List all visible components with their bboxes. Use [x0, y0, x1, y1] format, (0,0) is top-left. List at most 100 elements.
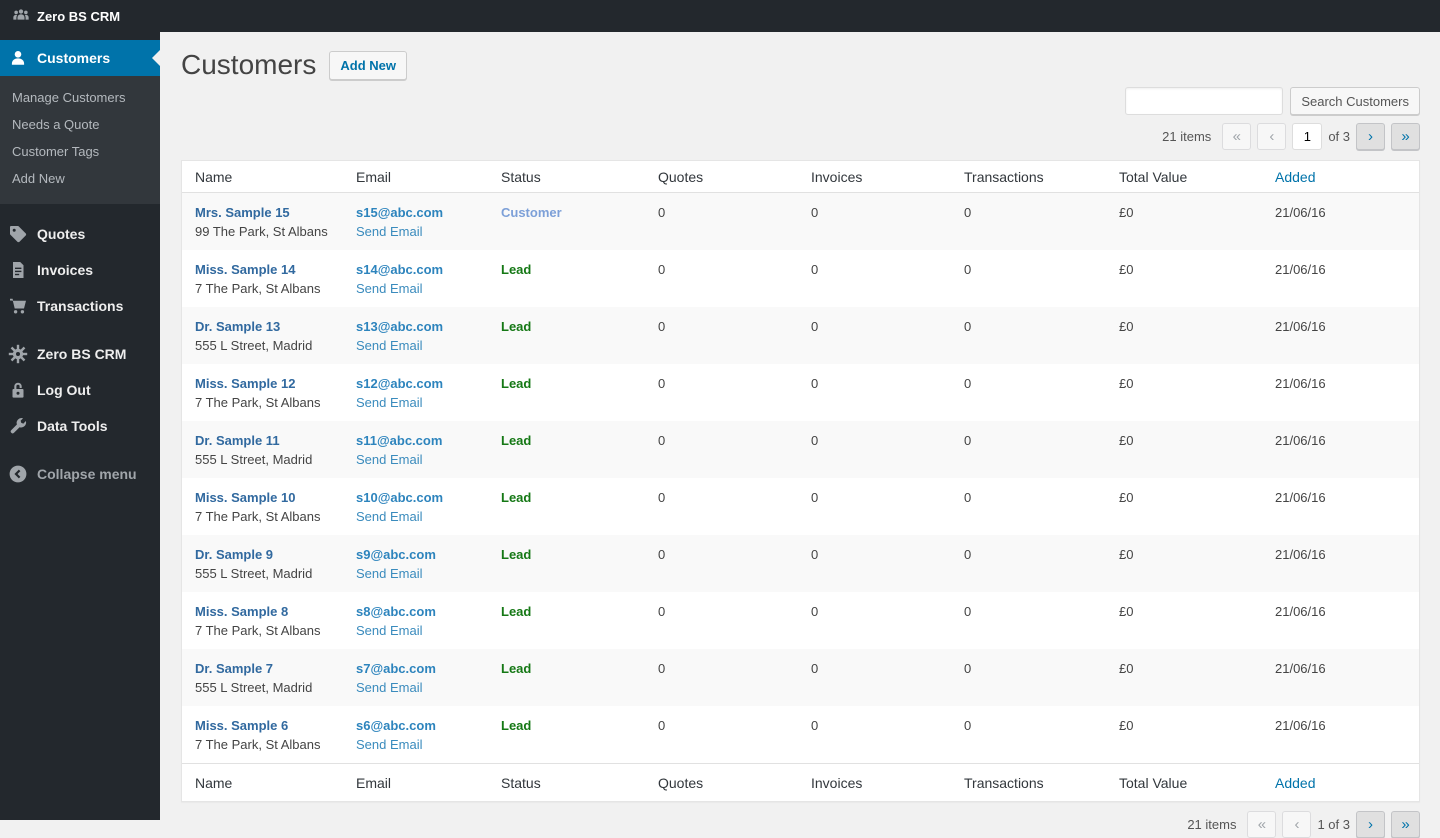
customers-submenu: Manage Customers Needs a Quote Customer … — [0, 76, 160, 204]
sidebar-item-customer-tags[interactable]: Customer Tags — [0, 138, 160, 165]
sidebar-item-data-tools[interactable]: Data Tools — [0, 408, 160, 444]
customer-address: 7 The Park, St Albans — [195, 393, 333, 412]
customer-name-link[interactable]: Dr. Sample 11 — [195, 433, 280, 448]
send-email-link[interactable]: Send Email — [356, 621, 478, 640]
sidebar-item-label: Data Tools — [37, 418, 108, 434]
tag-icon — [8, 224, 28, 244]
sidebar-item-transactions[interactable]: Transactions — [0, 288, 160, 324]
add-new-button[interactable]: Add New — [329, 51, 407, 80]
status-cell: Lead — [488, 478, 645, 535]
customers-table-body: Mrs. Sample 1599 The Park, St Albans s15@… — [182, 193, 1419, 764]
total-value-cell: £0 — [1106, 250, 1262, 307]
table-row: Miss. Sample 10 7 The Park, St Albans s10@… — [182, 478, 1419, 535]
added-cell: 21/06/16 — [1262, 535, 1419, 592]
customer-address: 7 The Park, St Albans — [195, 279, 333, 298]
sidebar-item-quotes[interactable]: Quotes — [0, 216, 160, 252]
invoices-cell: 0 — [798, 592, 951, 649]
table-row: Dr. Sample 7555 L Street, Madrid s7@abc.c… — [182, 649, 1419, 706]
customer-name-link[interactable]: Miss. Sample 10 — [195, 490, 295, 505]
name-cell: Miss. Sample 8 7 The Park, St Albans — [182, 592, 343, 649]
customer-email-link[interactable]: s11@abc.com — [356, 431, 442, 450]
sidebar-item-customers[interactable]: Customers — [0, 40, 160, 76]
send-email-link[interactable]: Send Email — [356, 735, 478, 754]
sidebar-item-log-out[interactable]: Log Out — [0, 372, 160, 408]
search-customers-button[interactable]: Search Customers — [1290, 87, 1420, 115]
send-email-link[interactable]: Send Email — [356, 678, 478, 697]
send-email-link[interactable]: Send Email — [356, 222, 478, 241]
status-cell: Customer — [488, 193, 645, 251]
invoices-cell: 0 — [798, 649, 951, 706]
column-header-added[interactable]: Added — [1262, 161, 1419, 193]
customer-email-link[interactable]: s6@abc.com — [356, 716, 436, 735]
column-header-transactions: Transactions — [951, 764, 1106, 802]
total-value-cell: £0 — [1106, 193, 1262, 251]
customer-email-link[interactable]: s13@abc.com — [356, 317, 443, 336]
sort-link[interactable]: Added — [1275, 169, 1315, 185]
sidebar-item-label: Log Out — [37, 382, 91, 398]
customer-name-link[interactable]: Dr. Sample 7 — [195, 661, 273, 676]
quotes-cell: 0 — [645, 250, 798, 307]
sidebar-item-needs-a-quote[interactable]: Needs a Quote — [0, 111, 160, 138]
next-page-button[interactable]: › — [1356, 811, 1385, 838]
quotes-cell: 0 — [645, 478, 798, 535]
admin-bar-brand[interactable]: Zero BS CRM — [0, 7, 132, 25]
column-header-email: Email — [343, 764, 488, 802]
customer-email-link[interactable]: s10@abc.com — [356, 488, 443, 507]
current-page-input[interactable] — [1292, 123, 1322, 150]
added-cell: 21/06/16 — [1262, 478, 1419, 535]
customer-email-link[interactable]: s7@abc.com — [356, 659, 436, 678]
customer-address: 7 The Park, St Albans — [195, 735, 333, 754]
column-header-total-value: Total Value — [1106, 764, 1262, 802]
customer-address: 7 The Park, St Albans — [195, 507, 333, 526]
name-cell: Mrs. Sample 1599 The Park, St Albans — [182, 193, 343, 251]
status-badge: Lead — [501, 376, 531, 391]
customers-table-card: NameEmailStatusQuotesInvoicesTransaction… — [181, 160, 1420, 802]
sidebar-item-manage-customers[interactable]: Manage Customers — [0, 84, 160, 111]
column-header-email: Email — [343, 161, 488, 193]
name-cell: Dr. Sample 11555 L Street, Madrid — [182, 421, 343, 478]
collapse-arrow-icon — [8, 464, 28, 484]
lock-icon — [8, 380, 28, 400]
last-page-button[interactable]: » — [1391, 811, 1420, 838]
customer-name-link[interactable]: Dr. Sample 9 — [195, 547, 273, 562]
sidebar-item-zero-bs-crm-settings[interactable]: Zero BS CRM — [0, 336, 160, 372]
added-cell: 21/06/16 — [1262, 649, 1419, 706]
customer-name-link[interactable]: Miss. Sample 6 — [195, 718, 288, 733]
customer-email-link[interactable]: s9@abc.com — [356, 545, 436, 564]
last-page-button[interactable]: » — [1391, 123, 1420, 150]
sort-link[interactable]: Added — [1275, 775, 1315, 791]
status-badge: Lead — [501, 319, 531, 334]
customer-email-link[interactable]: s8@abc.com — [356, 602, 436, 621]
sidebar-item-label: Quotes — [37, 226, 85, 242]
send-email-link[interactable]: Send Email — [356, 336, 478, 355]
transactions-cell: 0 — [951, 592, 1106, 649]
search-input[interactable] — [1125, 87, 1283, 115]
send-email-link[interactable]: Send Email — [356, 450, 478, 469]
next-page-button[interactable]: › — [1356, 123, 1385, 150]
customer-address: 7 The Park, St Albans — [195, 621, 333, 640]
send-email-link[interactable]: Send Email — [356, 279, 478, 298]
groups-icon — [12, 7, 30, 25]
customer-name-link[interactable]: Miss. Sample 12 — [195, 376, 295, 391]
total-value-cell: £0 — [1106, 649, 1262, 706]
sidebar-item-invoices[interactable]: Invoices — [0, 252, 160, 288]
send-email-link[interactable]: Send Email — [356, 564, 478, 583]
column-header-name: Name — [182, 161, 343, 193]
customer-email-link[interactable]: s14@abc.com — [356, 260, 443, 279]
customer-name-link[interactable]: Miss. Sample 14 — [195, 262, 295, 277]
sidebar-item-add-new[interactable]: Add New — [0, 165, 160, 192]
customer-name-link[interactable]: Miss. Sample 8 — [195, 604, 288, 619]
table-row: Dr. Sample 9555 L Street, Madrids9@abc.c… — [182, 535, 1419, 592]
name-cell: Dr. Sample 7555 L Street, Madrid — [182, 649, 343, 706]
send-email-link[interactable]: Send Email — [356, 393, 478, 412]
customer-name-link[interactable]: Mrs. Sample 15 — [195, 205, 290, 220]
customer-email-link[interactable]: s15@abc.com — [356, 203, 443, 222]
invoices-cell: 0 — [798, 478, 951, 535]
customer-email-link[interactable]: s12@abc.com — [356, 374, 443, 393]
collapse-menu-button[interactable]: Collapse menu — [0, 456, 160, 492]
send-email-link[interactable]: Send Email — [356, 507, 478, 526]
column-header-added[interactable]: Added — [1262, 764, 1419, 802]
invoices-cell: 0 — [798, 193, 951, 251]
customer-name-link[interactable]: Dr. Sample 13 — [195, 319, 280, 334]
email-cell: s10@abc.comSend Email — [343, 478, 488, 535]
